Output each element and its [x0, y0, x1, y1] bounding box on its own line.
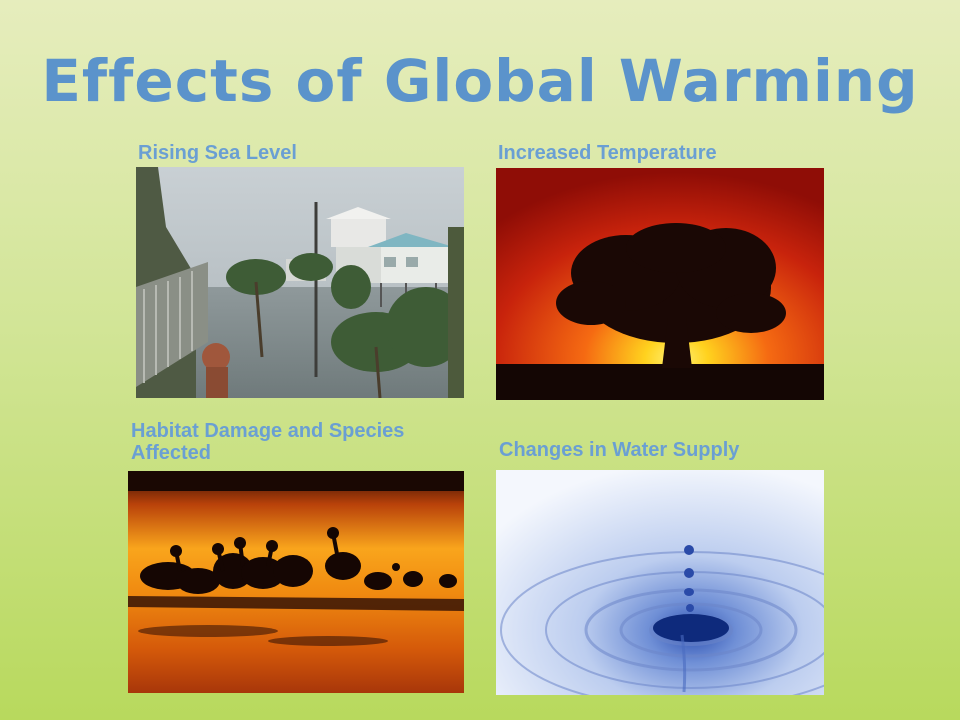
caption-rising-sea-level: Rising Sea Level [138, 142, 297, 164]
flooded-coastal-street-photo [136, 167, 464, 398]
tree-silhouette-sunset-photo [496, 168, 824, 400]
caption-water-supply: Changes in Water Supply [499, 439, 740, 461]
caption-increased-temperature: Increased Temperature [498, 142, 717, 164]
water-drop-ripple-photo [496, 470, 824, 695]
caption-habitat-damage: Habitat Damage and Species Affected [131, 420, 405, 464]
slide-title: Effects of Global Warming [41, 47, 919, 115]
pelicans-silhouette-sunset-photo [128, 471, 464, 693]
